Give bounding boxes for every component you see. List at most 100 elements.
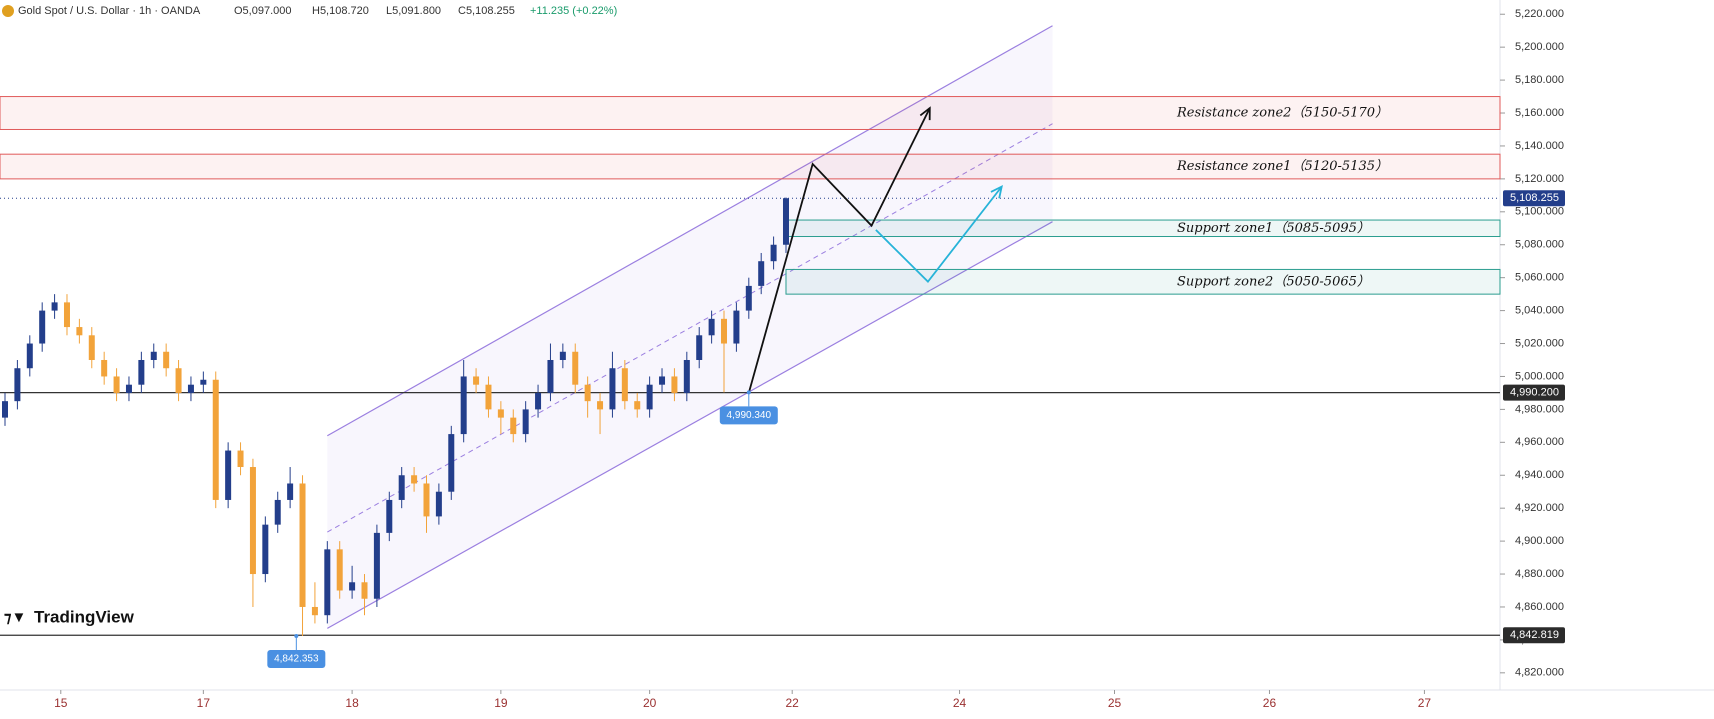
candle-body [721,318,728,344]
zone [0,96,1501,130]
candle-body [299,483,306,607]
y-tick-label: 5,080.000 [1515,239,1564,251]
candle-body [14,368,21,402]
candle-body [26,343,33,369]
y-tick-label: 5,140.000 [1515,140,1564,152]
candle-body [584,384,591,402]
candle-body [63,302,70,328]
candle-body [249,467,256,575]
y-tick-label: 4,960.000 [1515,436,1564,448]
y-tick-label: 4,900.000 [1515,535,1564,547]
candle-body [88,335,95,360]
candle-body [559,351,566,360]
candle-body [101,359,108,377]
zone [0,153,1501,180]
candle-body [770,244,777,262]
arrow-head [990,184,1003,199]
candle-body [597,401,604,410]
symbol-icon [2,5,14,17]
candle-body [113,376,120,393]
candle-body [510,417,517,435]
channel-fill [327,25,1053,629]
annotation-label: 4,990.340 [727,410,772,421]
candle-body [621,368,628,402]
candle-body [237,450,244,468]
y-tick-label: 4,920.000 [1515,502,1564,514]
level-label: 4,842.819 [1510,629,1559,641]
candle-body [125,384,132,393]
y-tick-label: 5,100.000 [1515,206,1564,218]
x-tick-label: 20 [643,696,657,710]
annotation-box [267,650,326,669]
annotation-dot [746,390,751,395]
zone-label: Support zone2（5050-5065） [1177,273,1370,289]
candle-body [522,409,529,435]
ohlc-open: O5,097.000 [234,5,292,17]
candle-body [138,359,145,385]
level-tag [1503,384,1565,401]
candle-body [671,376,678,393]
y-tick-label: 4,980.000 [1515,403,1564,415]
candle-body [349,582,356,591]
candle-body [782,198,789,245]
candle-body [175,368,182,393]
candle-body [572,351,579,385]
x-tick-label: 22 [786,696,800,710]
last-price-tag [1503,190,1565,207]
y-tick-label: 5,000.000 [1515,370,1564,382]
y-tick-label: 5,060.000 [1515,272,1564,284]
y-tick-label: 4,940.000 [1515,469,1564,481]
y-tick-label: 4,820.000 [1515,667,1564,679]
candle-body [696,335,703,360]
x-tick-label: 25 [1108,696,1122,710]
x-tick-label: 19 [494,696,508,710]
candle-body [435,491,442,517]
candle-body [683,359,690,393]
ohlc-close: C5,108.255 [458,5,515,17]
candle-body [336,549,343,591]
projection [875,186,1003,283]
candle-body [361,582,368,599]
candle-body [311,606,318,616]
candle-body [473,376,480,385]
y-tick-label: 5,160.000 [1515,107,1564,119]
candle-body [262,524,269,575]
candle-body [2,401,8,418]
zone-label: Resistance zone1（5120-5135） [1176,158,1388,174]
zone-label: Support zone1（5085-5095） [1177,220,1370,236]
zone [785,268,1501,295]
annotation-box [719,406,778,425]
candle-body [386,499,393,533]
y-tick-label: 5,040.000 [1515,305,1564,317]
candle-body [634,401,641,410]
channel-upper [327,25,1053,437]
candle-body [497,409,504,418]
y-tick-label: 5,200.000 [1515,41,1564,53]
logo-icon: ⁊▼ [4,609,26,626]
candle-body [187,384,194,393]
level-label: 4,990.200 [1510,387,1559,399]
candle-body [163,351,170,369]
candle-body [758,261,765,286]
candle-body [225,450,232,500]
arrow-head [919,106,931,121]
candle-body [411,475,418,484]
candle-body [373,532,380,599]
symbol: Gold Spot / U.S. Dollar · 1h · OANDA [18,5,201,17]
candle-body [745,285,752,311]
x-tick-label: 27 [1418,696,1432,710]
logo: TradingView [34,607,135,626]
candle-body [150,351,157,360]
candle-body [287,483,294,500]
y-tick-label: 5,120.000 [1515,173,1564,185]
candle-body [76,327,83,336]
x-tick-label: 24 [953,696,967,710]
candle-body [51,302,58,311]
ohlc-low: L5,091.800 [386,5,441,17]
candle-body [646,384,653,410]
candle-body [708,318,715,336]
y-tick-label: 4,860.000 [1515,601,1564,613]
zone-label: Resistance zone2（5150-5170） [1176,105,1388,121]
